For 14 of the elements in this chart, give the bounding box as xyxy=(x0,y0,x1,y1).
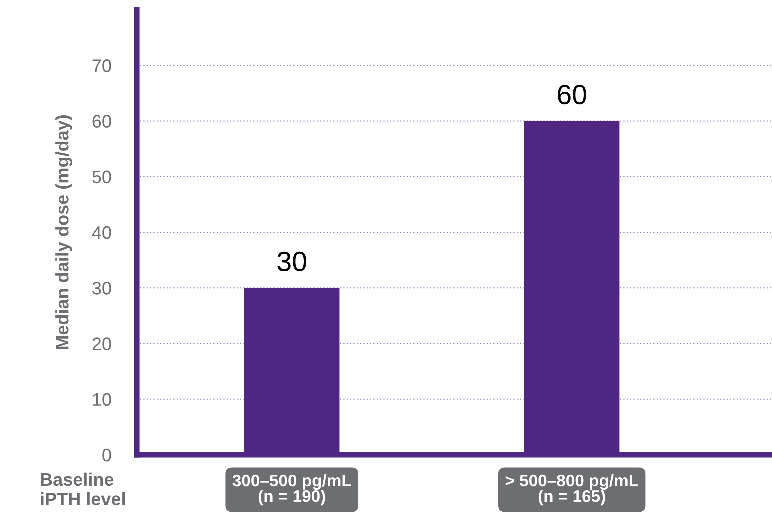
x-tick-label: > 500–800 pg/mL (n = 165) xyxy=(506,474,639,506)
y-tick-label: 40 xyxy=(92,226,112,240)
x-tick-label: 300–500 pg/mL (n = 190) xyxy=(232,474,352,506)
y-tick-label: 50 xyxy=(92,170,112,184)
text: Baseline iPTH level xyxy=(41,472,126,506)
y-axis-title: Median daily dose (mg/day) xyxy=(56,116,72,350)
y-tick-label: 70 xyxy=(92,60,112,72)
y-tick-label: 20 xyxy=(92,338,112,350)
y-tick-label: 10 xyxy=(93,393,112,406)
y-tick-label: 60 xyxy=(92,115,112,128)
data-label: 30 xyxy=(278,252,306,272)
y-tick-label: 0 xyxy=(102,448,112,462)
data-label: 60 xyxy=(558,84,586,105)
y-tick-label: 30 xyxy=(92,282,112,295)
